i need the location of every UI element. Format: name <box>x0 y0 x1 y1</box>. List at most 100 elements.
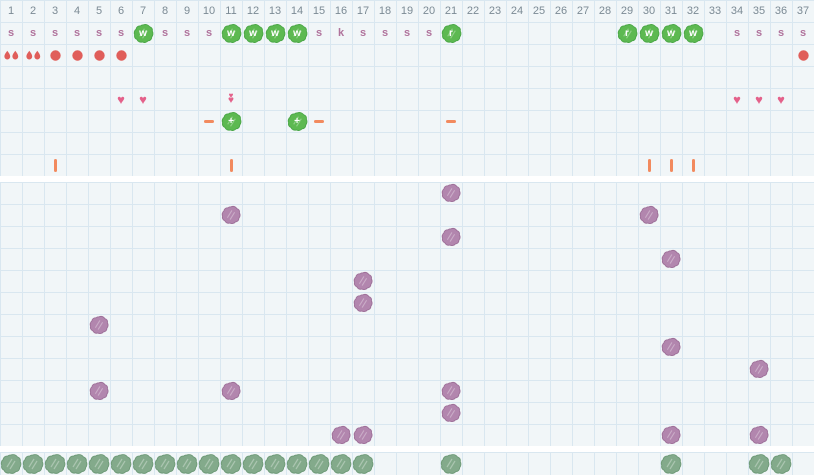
status-splotch-r[interactable]: r <box>616 22 638 44</box>
plant-blob[interactable] <box>88 452 110 475</box>
plant-blob[interactable] <box>66 452 88 475</box>
plant-blob[interactable] <box>220 452 242 475</box>
tick-marker-icon[interactable] <box>682 154 704 176</box>
status-letter-s[interactable]: s <box>22 22 44 44</box>
status-letter-s[interactable]: s <box>352 22 374 44</box>
plant-blob[interactable] <box>198 452 220 475</box>
status-letter-s[interactable]: s <box>748 22 770 44</box>
status-letter-s[interactable]: s <box>374 22 396 44</box>
flow-dot-icon[interactable] <box>88 44 110 66</box>
day-number-label: 36 <box>774 5 788 17</box>
bloom-blob[interactable] <box>352 270 374 292</box>
bloom-blob[interactable] <box>220 380 242 402</box>
status-letter-s[interactable]: s <box>154 22 176 44</box>
day-number-label: 4 <box>73 5 81 17</box>
plant-blob[interactable] <box>44 452 66 475</box>
heart-icon[interactable]: ♥ <box>132 88 154 110</box>
plant-blob[interactable] <box>132 452 154 475</box>
plant-blob[interactable] <box>176 452 198 475</box>
status-letter-s[interactable]: s <box>176 22 198 44</box>
status-letter-s[interactable]: s <box>396 22 418 44</box>
plant-blob[interactable] <box>22 452 44 475</box>
plant-blob[interactable] <box>308 452 330 475</box>
status-splotch-w[interactable]: w <box>638 22 660 44</box>
status-splotch-r[interactable]: r <box>440 22 462 44</box>
splotch-letter-label: w <box>271 27 279 39</box>
green-splotch-icon: w <box>133 23 154 44</box>
status-splotch-w[interactable]: w <box>682 22 704 44</box>
plus-splotch-icon[interactable]: + <box>286 110 308 132</box>
flow-dot-icon[interactable] <box>110 44 132 66</box>
plant-blob[interactable] <box>748 452 770 475</box>
bloom-blob[interactable] <box>638 204 660 226</box>
minus-icon[interactable] <box>440 110 462 132</box>
bloom-blob[interactable] <box>440 380 462 402</box>
bloom-blob[interactable] <box>660 248 682 270</box>
plant-blob[interactable] <box>330 452 352 475</box>
bloom-blob[interactable] <box>748 424 770 446</box>
bloom-blob[interactable] <box>88 314 110 336</box>
status-letter-s[interactable]: s <box>308 22 330 44</box>
plant-blob[interactable] <box>660 452 682 475</box>
status-splotch-w[interactable]: w <box>132 22 154 44</box>
tick-marker-icon[interactable] <box>660 154 682 176</box>
bloom-blob[interactable] <box>440 182 462 204</box>
bloom-blob[interactable] <box>330 424 352 446</box>
status-letter-s[interactable]: s <box>792 22 814 44</box>
status-letter-s[interactable]: s <box>198 22 220 44</box>
plant-blob[interactable] <box>770 452 792 475</box>
bloom-blob[interactable] <box>748 358 770 380</box>
status-letter-s[interactable]: s <box>88 22 110 44</box>
status-letter-s[interactable]: s <box>770 22 792 44</box>
minus-icon[interactable] <box>198 110 220 132</box>
bloom-blob[interactable] <box>440 402 462 424</box>
status-letter-s[interactable]: s <box>726 22 748 44</box>
status-letter-s[interactable]: s <box>110 22 132 44</box>
bloom-blob[interactable] <box>440 226 462 248</box>
status-splotch-w[interactable]: w <box>242 22 264 44</box>
day-number-label: 18 <box>378 5 392 17</box>
bloom-blob[interactable] <box>352 424 374 446</box>
status-splotch-w[interactable]: w <box>660 22 682 44</box>
plant-blob[interactable] <box>242 452 264 475</box>
plant-blob[interactable] <box>154 452 176 475</box>
plant-blob[interactable] <box>352 452 374 475</box>
flow-dot-icon[interactable] <box>44 44 66 66</box>
status-letter-s[interactable]: s <box>66 22 88 44</box>
status-letter-s[interactable]: s <box>44 22 66 44</box>
plant-blob[interactable] <box>110 452 132 475</box>
day-number-label: 33 <box>708 5 722 17</box>
status-letter-label: s <box>755 27 763 39</box>
plant-blob[interactable] <box>440 452 462 475</box>
minus-icon[interactable] <box>308 110 330 132</box>
status-letter-k[interactable]: k <box>330 22 352 44</box>
heart-icon[interactable]: ♥ <box>110 88 132 110</box>
plant-blob[interactable] <box>286 452 308 475</box>
flow-drops-icon[interactable] <box>22 44 44 66</box>
plus-splotch-icon[interactable]: + <box>220 110 242 132</box>
status-splotch-w[interactable]: w <box>286 22 308 44</box>
tick-marker-icon[interactable] <box>638 154 660 176</box>
day-number: 7 <box>132 0 154 22</box>
day-number: 18 <box>374 0 396 22</box>
bloom-blob[interactable] <box>88 380 110 402</box>
heart-icon[interactable]: ♥ <box>748 88 770 110</box>
flow-dot-icon[interactable] <box>66 44 88 66</box>
heart-icon[interactable]: ♥ <box>726 88 748 110</box>
status-letter-s[interactable]: s <box>418 22 440 44</box>
double-heart-icon[interactable]: ♥ ♥ <box>220 88 242 110</box>
tick-marker-icon[interactable] <box>220 154 242 176</box>
status-letter-s[interactable]: s <box>0 22 22 44</box>
plant-blob[interactable] <box>264 452 286 475</box>
heart-icon[interactable]: ♥ <box>770 88 792 110</box>
flow-dot-icon[interactable] <box>792 44 814 66</box>
status-splotch-w[interactable]: w <box>220 22 242 44</box>
flow-drops-icon[interactable] <box>0 44 22 66</box>
bloom-blob[interactable] <box>220 204 242 226</box>
bloom-blob[interactable] <box>660 336 682 358</box>
status-splotch-w[interactable]: w <box>264 22 286 44</box>
plant-blob[interactable] <box>0 452 22 475</box>
bloom-blob[interactable] <box>352 292 374 314</box>
bloom-blob[interactable] <box>660 424 682 446</box>
tick-marker-icon[interactable] <box>44 154 66 176</box>
